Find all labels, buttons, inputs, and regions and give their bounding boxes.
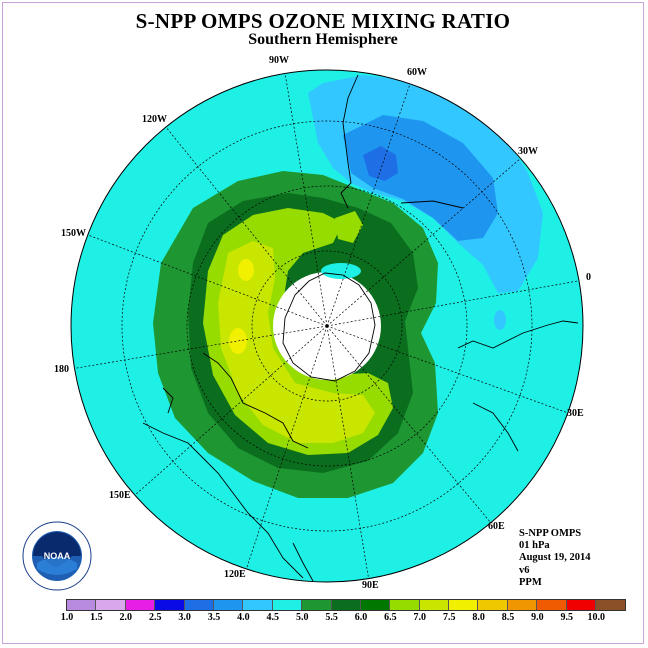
colorbar-cell [507,600,538,610]
colorbar-tick-label: 4.0 [237,612,250,623]
noaa-logo-text: NOAA [44,551,71,561]
colorbar-cell [302,600,332,610]
lon-label-120e: 120E [224,569,246,580]
colorbar-tick-label: 10.0 [587,612,605,623]
colorbar-cell [272,600,303,610]
lon-label-150w: 150W [61,228,86,239]
colorbar-cell [125,600,156,610]
colorbar-tick-label: 3.5 [207,612,221,623]
noaa-logo: NOAA [22,521,92,591]
ozone-contour-3.0 [363,146,398,181]
colorbar-cell [213,600,244,610]
colorbar-tick-label: 5.5 [325,612,338,623]
lon-label-90w: 90W [269,55,289,66]
info-pressure: 01 hPa [519,540,550,552]
colorbar-cell [478,600,508,610]
lon-label-150e: 150E [109,490,131,501]
ozone-max-2 [229,328,247,354]
lon-label-180: 180 [54,364,69,375]
lon-label-60e: 60E [488,521,505,532]
lon-label-120w: 120W [142,114,167,125]
colorbar-tick-label: 9.0 [531,612,544,623]
colorbar-tick-label: 5.0 [295,612,309,623]
colorbar [66,599,627,611]
colorbar-cell [96,600,126,610]
info-units: PPM [519,576,542,588]
lon-label-90e: 90E [362,580,379,591]
colorbar-tick-label: 4.5 [266,612,280,623]
colorbar-cell [449,600,479,610]
colorbar-tick-label: 3.0 [178,612,191,623]
colorbar-cell [566,600,597,610]
graticule [71,72,583,582]
ozone-contour-6.0-patch [335,211,363,243]
colorbar-tick-label: 6.0 [354,612,368,623]
colorbar-tick-label: 8.5 [501,612,515,623]
polar-map [70,69,584,583]
colorbar-cell [390,600,420,610]
colorbar-tick-label: 2.5 [148,612,162,623]
info-instrument: S-NPP OMPS [519,528,582,539]
info-date: August 19, 2014 [519,552,591,564]
lon-label-30e: 30E [567,408,584,419]
map-boundary [70,69,584,583]
colorbar-tick-label: 1.0 [60,612,74,623]
colorbar-tick-label: 2.0 [119,612,133,623]
colorbar-cell [155,600,185,610]
colorbar-cell [184,600,214,610]
ozone-max-1 [238,259,254,281]
ozone-contour-4.5-notch [321,263,361,279]
colorbar-cell [596,600,626,610]
info-block: S-NPP OMPS 01 hPa August 19, 2014 v6 PPM [519,528,590,589]
south-pole-marker [325,324,329,328]
colorbar-cell [67,600,97,610]
colorbar-cell [537,600,567,610]
lon-label-30w: 30W [518,146,538,157]
colorbar-tick-label: 1.5 [90,612,103,623]
map-title: S-NPP OMPS OZONE MIXING RATIO [135,9,511,33]
ozone-contour-6.5 [218,241,375,443]
colorbar-tick-label: 8.0 [472,612,485,623]
map-subtitle: Southern Hemisphere [248,31,398,48]
colorbar-tick-label: 6.5 [384,612,397,623]
colorbar-tick-label: 7.0 [413,612,427,623]
coastlines [142,74,579,582]
info-version: v6 [519,564,530,576]
colorbar-cell [419,600,450,610]
colorbar-tick-label: 7.5 [442,612,456,623]
colorbar-tick-label: 9.5 [560,612,574,623]
lon-label-60w: 60W [407,67,427,78]
ozone-contour-4.0-island [494,310,506,330]
colorbar-cell [360,600,391,610]
colorbar-cell [331,600,361,610]
lon-label-0: 0 [586,272,591,283]
colorbar-cell [243,600,273,610]
